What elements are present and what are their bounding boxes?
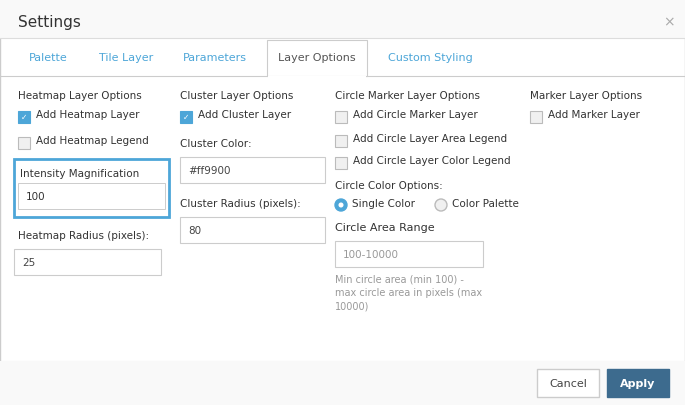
Text: Add Cluster Layer: Add Cluster Layer — [198, 110, 291, 120]
Bar — [268, 75, 366, 77]
Circle shape — [335, 199, 347, 211]
Text: Marker Layer Options: Marker Layer Options — [530, 91, 642, 101]
Text: Single Color: Single Color — [352, 199, 415, 209]
Bar — [18, 137, 30, 149]
Bar — [14, 159, 169, 217]
Text: Add Heatmap Layer: Add Heatmap Layer — [36, 110, 140, 120]
Bar — [607, 369, 669, 397]
Bar — [335, 157, 347, 169]
Bar — [0, 361, 685, 405]
Bar — [530, 111, 542, 123]
Circle shape — [435, 199, 447, 211]
Text: Add Marker Layer: Add Marker Layer — [548, 110, 640, 120]
Bar — [335, 241, 483, 267]
Bar — [180, 157, 325, 183]
Bar — [537, 369, 599, 397]
Text: #ff9900: #ff9900 — [188, 166, 230, 176]
Text: 80: 80 — [188, 226, 201, 236]
Text: Cluster Color:: Cluster Color: — [180, 139, 251, 149]
Bar — [335, 135, 347, 147]
Text: 100-10000: 100-10000 — [343, 250, 399, 260]
Text: Circle Marker Layer Options: Circle Marker Layer Options — [335, 91, 480, 101]
Text: Add Circle Layer Area Legend: Add Circle Layer Area Legend — [353, 134, 507, 144]
Circle shape — [338, 202, 343, 207]
Text: Min circle area (min 100) -
max circle area in pixels (max
10000): Min circle area (min 100) - max circle a… — [335, 275, 482, 311]
Text: ×: × — [663, 15, 675, 29]
Bar — [180, 111, 192, 123]
Bar — [267, 40, 367, 76]
Text: Cancel: Cancel — [549, 379, 587, 389]
Text: Add Circle Layer Color Legend: Add Circle Layer Color Legend — [353, 156, 510, 166]
Text: Parameters: Parameters — [183, 53, 247, 63]
Text: Circle Area Range: Circle Area Range — [335, 223, 434, 233]
Bar — [18, 111, 30, 123]
Text: Heatmap Radius (pixels):: Heatmap Radius (pixels): — [18, 231, 149, 241]
Text: Heatmap Layer Options: Heatmap Layer Options — [18, 91, 142, 101]
Text: Palette: Palette — [29, 53, 67, 63]
Text: ✓: ✓ — [21, 113, 27, 121]
Text: Add Circle Marker Layer: Add Circle Marker Layer — [353, 110, 477, 120]
Text: 100: 100 — [26, 192, 46, 202]
Text: Cluster Radius (pixels):: Cluster Radius (pixels): — [180, 199, 301, 209]
Text: Color Palette: Color Palette — [452, 199, 519, 209]
Text: Intensity Magnification: Intensity Magnification — [20, 169, 139, 179]
Text: Layer Options: Layer Options — [278, 53, 356, 63]
Text: Apply: Apply — [621, 379, 656, 389]
Text: Circle Color Options:: Circle Color Options: — [335, 181, 443, 191]
Text: ✓: ✓ — [183, 113, 189, 121]
Text: 25: 25 — [22, 258, 35, 268]
Text: Custom Styling: Custom Styling — [388, 53, 473, 63]
Text: Add Heatmap Legend: Add Heatmap Legend — [36, 136, 149, 146]
Bar — [0, 0, 685, 38]
Bar — [180, 217, 325, 243]
Text: Settings: Settings — [18, 15, 81, 30]
Bar — [14, 249, 161, 275]
Text: Cluster Layer Options: Cluster Layer Options — [180, 91, 293, 101]
Bar — [18, 183, 165, 209]
Bar — [335, 111, 347, 123]
Text: Tile Layer: Tile Layer — [99, 53, 153, 63]
